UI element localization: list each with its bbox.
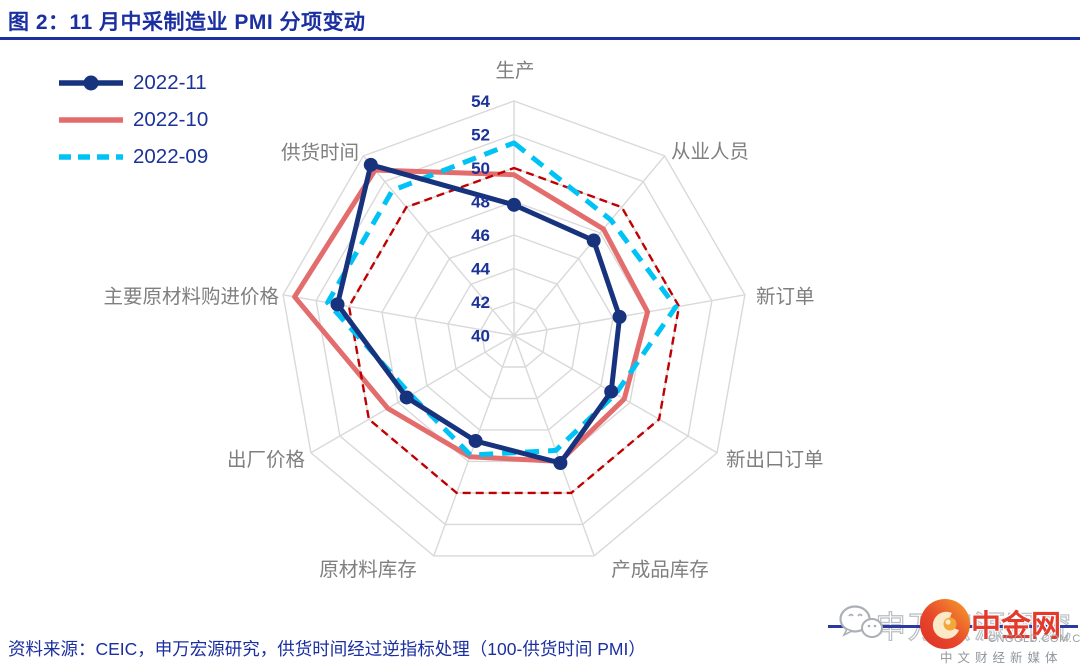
- source-note: 资料来源：CEIC，申万宏源研究，供货时间经过逆指标处理（100-供货时间 PM…: [8, 639, 646, 659]
- grid-ring: [414, 234, 614, 431]
- legend-item: 2022-11: [56, 71, 208, 95]
- cngold-watermark: 申万宏源研究 中金网 CNGOLD.COM.CN: [820, 596, 1080, 672]
- legend-item: 2022-10: [56, 108, 208, 132]
- figure-title: 图 2：11 月中采制造业 PMI 分项变动: [8, 11, 366, 34]
- radial-tick-label: 42: [471, 293, 490, 312]
- watermark-brand-text: 中金网: [971, 610, 1061, 643]
- legend-label: 2022-09: [133, 145, 209, 168]
- chart-legend: 2022-11 2022-10 2022-09: [56, 71, 208, 169]
- radial-tick-label: 50: [471, 159, 490, 178]
- grid-ring: [447, 267, 581, 400]
- legend-label: 2022-10: [133, 108, 209, 131]
- radial-tick-label: 48: [471, 193, 490, 212]
- axis-spoke: [513, 294, 746, 337]
- watermark-url-text: CNGOLD.COM.CN: [988, 633, 1080, 645]
- legend-label: 2022-11: [133, 71, 207, 94]
- radial-tick-label: 54: [471, 92, 490, 111]
- axis-spoke: [513, 335, 595, 557]
- category-label: 生产: [495, 60, 534, 82]
- ghost-watermark-text: 申万宏源研究: [874, 609, 1073, 645]
- category-label: 从业人员: [671, 141, 749, 163]
- data-marker-2022-11: [330, 297, 345, 312]
- data-marker-2022-11: [604, 384, 619, 399]
- category-label: 原材料库存: [319, 559, 417, 581]
- category-label: 新订单: [756, 286, 815, 308]
- data-marker-2022-11: [612, 309, 627, 324]
- title-underline: [0, 37, 1080, 40]
- category-label: 主要原材料购进价格: [103, 286, 279, 308]
- category-label: 产成品库存: [611, 559, 709, 581]
- wechat-icon: [839, 605, 883, 638]
- radial-tick-label: 46: [471, 226, 490, 245]
- grid-ring: [282, 100, 746, 557]
- watermark-tagline-text: 中文财经新媒体: [940, 651, 1063, 665]
- reference-line-50: [347, 166, 681, 495]
- category-label: 供货时间: [281, 142, 359, 164]
- series-2022-10: [292, 167, 651, 464]
- axis-spoke: [282, 294, 515, 337]
- legend-swatch-solid: [59, 117, 123, 123]
- data-marker-2022-11: [507, 197, 521, 212]
- data-marker-2022-11: [468, 433, 483, 448]
- cngold-logo: [920, 599, 970, 649]
- category-label: 新出口订单: [726, 449, 824, 471]
- data-marker-2022-11: [363, 157, 378, 172]
- axis-spoke: [362, 155, 515, 336]
- series-2022-11: [335, 162, 623, 466]
- legend-item: 2022-09: [56, 145, 208, 169]
- data-marker-2022-11: [399, 390, 414, 405]
- radial-tick-label: 44: [471, 260, 490, 279]
- data-marker-2022-11: [586, 233, 601, 248]
- category-label: 出厂价格: [227, 449, 306, 471]
- legend-swatch-solid: [59, 75, 123, 91]
- radial-tick-label: 52: [471, 126, 490, 145]
- grid-ring: [480, 301, 548, 368]
- legend-swatch-dashed: [59, 154, 123, 160]
- data-marker-2022-11: [553, 455, 568, 470]
- radial-tick-label: 40: [471, 327, 490, 346]
